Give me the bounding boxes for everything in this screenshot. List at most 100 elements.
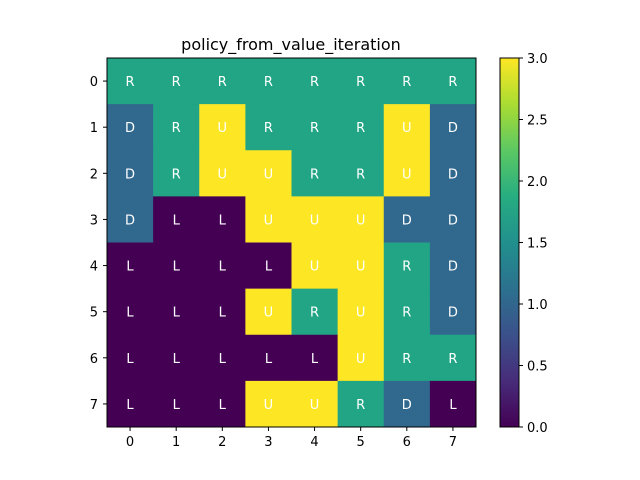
heatmap-cell-r5-c3: [245, 288, 293, 336]
heatmap-cells: [107, 58, 477, 428]
heatmap-cell-r4-c5: [337, 242, 385, 290]
heatmap-cell-r2-c3: [245, 150, 293, 197]
x-tick-label: 7: [449, 435, 457, 450]
heatmap-cell-r3-c4: [291, 196, 339, 244]
heatmap-cell-r2-c7: [429, 150, 477, 197]
heatmap-cell-r0-c5: [337, 58, 385, 105]
heatmap-cell-r6-c5: [337, 334, 385, 382]
heatmap-cell-r4-c6: [383, 242, 431, 290]
heatmap-cell-r6-c0: [107, 334, 154, 382]
x-tick-label: 5: [357, 435, 365, 450]
cell-label-r0-c2: R: [218, 75, 227, 90]
cell-label-r0-c0: R: [126, 75, 135, 90]
cell-label-r2-c1: R: [172, 167, 181, 182]
heatmap-cell-r6-c7: [429, 334, 477, 382]
heatmap-cell-r5-c2: [199, 288, 246, 336]
heatmap-cell-r7-c7: [429, 380, 477, 428]
cell-label-r6-c1: L: [173, 352, 181, 367]
cell-label-r4-c2: L: [219, 260, 227, 275]
heatmap-cell-r6-c1: [153, 334, 200, 382]
y-tick-label: 0: [90, 75, 98, 90]
heatmap-cell-r1-c2: [199, 104, 246, 151]
cell-label-r7-c5: R: [356, 398, 365, 413]
y-tick-label: 6: [90, 352, 98, 367]
cell-label-r3-c3: U: [264, 213, 274, 228]
cell-label-r4-c5: U: [356, 260, 366, 275]
cell-label-r4-c4: U: [310, 260, 320, 275]
heatmap-cell-r3-c1: [153, 196, 200, 244]
cell-label-r2-c0: D: [125, 167, 135, 182]
cell-label-r3-c6: D: [402, 213, 412, 228]
heatmap-frame: [106, 57, 477, 428]
heatmap-cell-r5-c5: [337, 288, 385, 336]
cell-label-r1-c2: U: [218, 121, 228, 136]
cell-label-r6-c4: L: [311, 352, 319, 367]
cell-label-r6-c5: U: [356, 352, 366, 367]
x-tick-label: 6: [403, 435, 411, 450]
cell-label-r2-c2: U: [218, 167, 228, 182]
heatmap-cell-r0-c4: [291, 58, 339, 105]
chart-title: policy_from_value_iteration: [181, 35, 401, 55]
cell-label-r5-c4: R: [310, 306, 319, 321]
cell-label-r1-c3: R: [264, 121, 273, 136]
cell-label-r0-c3: R: [264, 75, 273, 90]
cell-label-r2-c3: U: [264, 167, 274, 182]
heatmap-cell-r2-c5: [337, 150, 385, 197]
x-tick-label: 3: [264, 435, 272, 450]
heatmap-cell-r5-c6: [383, 288, 431, 336]
heatmap-cell-r6-c2: [199, 334, 246, 382]
cell-label-r2-c5: R: [356, 167, 365, 182]
cell-label-r1-c6: U: [402, 121, 412, 136]
heatmap-cell-r1-c1: [153, 104, 200, 151]
heatmap-cell-r7-c2: [199, 380, 246, 428]
heatmap-cell-r0-c6: [383, 58, 431, 105]
x-tick-label: 4: [310, 435, 318, 450]
heatmap-cell-r1-c3: [245, 104, 293, 151]
x-tick-label: 2: [218, 435, 226, 450]
y-tick-label: 7: [90, 398, 98, 413]
cell-label-r7-c0: L: [126, 398, 134, 413]
cell-label-r2-c7: D: [448, 167, 458, 182]
heatmap-cell-r1-c7: [429, 104, 477, 151]
y-tick-label: 5: [90, 306, 98, 321]
cell-label-r1-c5: R: [356, 121, 365, 136]
cell-label-r4-c0: L: [126, 260, 134, 275]
cell-label-r5-c6: R: [402, 306, 411, 321]
y-tick-label: 2: [90, 167, 98, 182]
cell-label-r7-c3: U: [264, 398, 274, 413]
cell-label-r0-c5: R: [356, 75, 365, 90]
cell-label-r2-c6: U: [402, 167, 412, 182]
heatmap-cell-r3-c6: [383, 196, 431, 244]
colorbar-axis: 0.0 0.5 1.0 1.5 2.0 2.5 3.0: [519, 52, 548, 436]
cell-label-r3-c0: D: [125, 213, 135, 228]
heatmap-cell-r0-c2: [199, 58, 246, 105]
y-tick-label: 1: [90, 121, 98, 136]
cell-label-r0-c6: R: [402, 75, 411, 90]
cell-label-r7-c2: L: [219, 398, 227, 413]
cell-label-r7-c4: U: [310, 398, 320, 413]
heatmap-cell-r5-c4: [291, 288, 339, 336]
heatmap-cell-r6-c3: [245, 334, 293, 382]
cell-label-r5-c0: L: [126, 306, 134, 321]
heatmap-cell-r4-c7: [429, 242, 477, 290]
heatmap-cell-r5-c0: [107, 288, 154, 336]
cell-label-r7-c1: L: [173, 398, 181, 413]
heatmap-cell-r7-c3: [245, 380, 293, 428]
colorbar-tick-label: 1.5: [527, 237, 548, 252]
colorbar-tick-label: 0.0: [527, 421, 548, 436]
cell-label-r6-c7: R: [448, 352, 457, 367]
heatmap-cell-r1-c6: [383, 104, 431, 151]
heatmap-cell-r3-c7: [429, 196, 477, 244]
heatmap-cell-r4-c3: [245, 242, 293, 290]
heatmap-cell-r0-c3: [245, 58, 293, 105]
heatmap-cell-r3-c5: [337, 196, 385, 244]
heatmap-cell-r4-c0: [107, 242, 154, 290]
colorbar-tick-label: 3.0: [527, 52, 548, 67]
heatmap-cell-labels: R R R R R R R R D R U R R R U D D R U U R R U D D L L U U U D D L L L L U U R D…: [125, 75, 458, 413]
colorbar-tick-label: 0.5: [527, 360, 548, 375]
cell-label-r3-c5: U: [356, 213, 366, 228]
heatmap-cell-r7-c4: [291, 380, 339, 428]
cell-label-r6-c0: L: [126, 352, 134, 367]
heatmap-cell-r7-c1: [153, 380, 200, 428]
